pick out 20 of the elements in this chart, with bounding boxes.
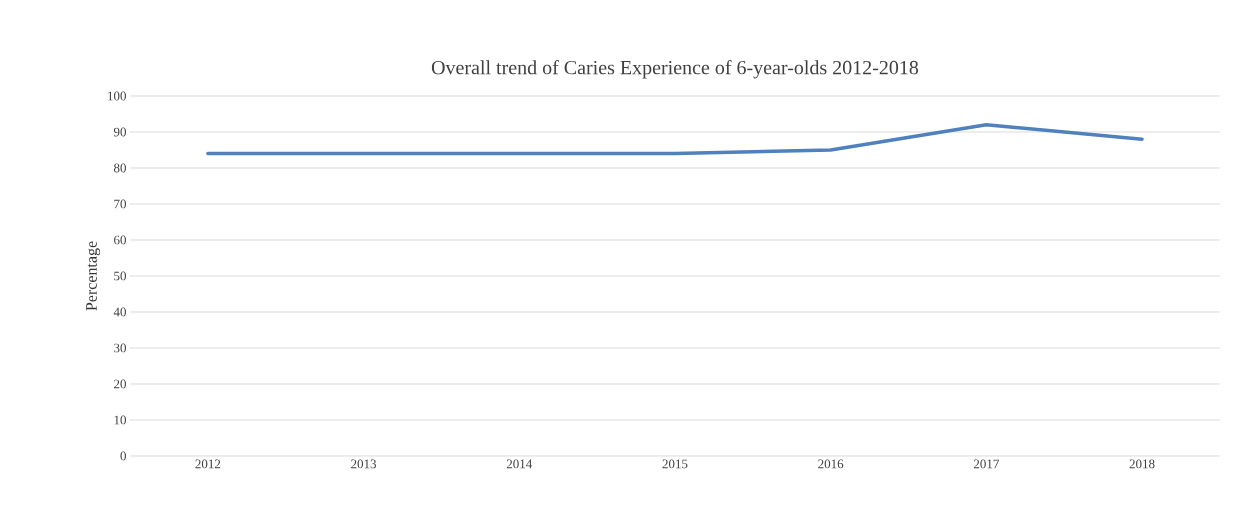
x-tick-label: 2017 [973, 459, 999, 469]
y-tick-label: 30 [114, 343, 126, 353]
y-tick-label: 70 [114, 199, 126, 209]
x-tick-label: 2013 [351, 459, 377, 469]
x-tick-label: 2012 [195, 459, 221, 469]
y-tick-label: 100 [108, 91, 126, 101]
x-tick-label: 2014 [506, 459, 533, 469]
y-tick-label: 60 [114, 235, 126, 245]
y-tick-label: 10 [114, 415, 126, 425]
x-tick-label: 2015 [662, 459, 688, 469]
y-tick-label: 0 [120, 451, 126, 461]
y-tick-label: 90 [113, 127, 126, 137]
chart-title: Overall trend of Caries Experience of 6-year-olds 2012-2018 [431, 60, 919, 79]
y-tick-label: 80 [113, 163, 126, 173]
x-tick-label: 2018 [1129, 459, 1155, 469]
y-tick-label: 40 [113, 307, 126, 317]
y-tick-label: 50 [114, 271, 126, 281]
x-tick-label: 2016 [818, 459, 844, 469]
y-axis-title: Percentage [86, 241, 101, 311]
y-tick-label: 20 [114, 379, 126, 389]
